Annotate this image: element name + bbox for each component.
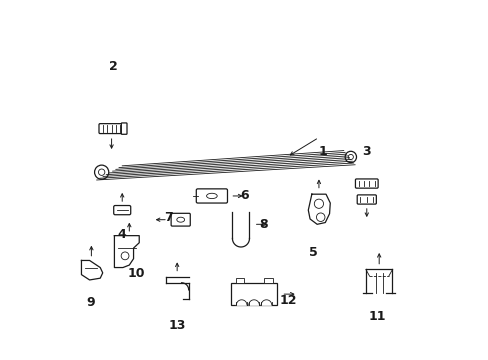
Circle shape [316,213,325,221]
Polygon shape [236,300,246,305]
Bar [230,283,277,305]
Bar [264,278,272,283]
Polygon shape [248,300,259,305]
Circle shape [121,252,129,260]
Text: 3: 3 [362,145,370,158]
Polygon shape [261,300,271,305]
FancyBboxPatch shape [114,206,130,215]
Ellipse shape [177,217,184,222]
Text: 5: 5 [308,246,317,259]
FancyBboxPatch shape [355,179,377,188]
Text: 8: 8 [259,218,268,231]
FancyBboxPatch shape [356,195,376,204]
Ellipse shape [206,193,217,199]
Text: 11: 11 [368,310,386,323]
Polygon shape [81,260,102,280]
Bar [235,278,244,283]
Polygon shape [114,236,139,267]
Text: 1: 1 [318,145,326,158]
Text: 13: 13 [168,319,185,332]
FancyBboxPatch shape [196,189,227,203]
Text: 2: 2 [109,60,118,73]
FancyBboxPatch shape [99,123,124,134]
Polygon shape [307,194,329,224]
FancyBboxPatch shape [171,213,190,226]
Text: 6: 6 [240,189,248,202]
Text: 12: 12 [280,294,297,307]
Text: 4: 4 [118,229,126,242]
Text: 9: 9 [86,296,95,309]
Text: 7: 7 [163,211,172,224]
Circle shape [314,199,323,208]
Text: 10: 10 [127,267,145,280]
FancyBboxPatch shape [121,123,127,134]
